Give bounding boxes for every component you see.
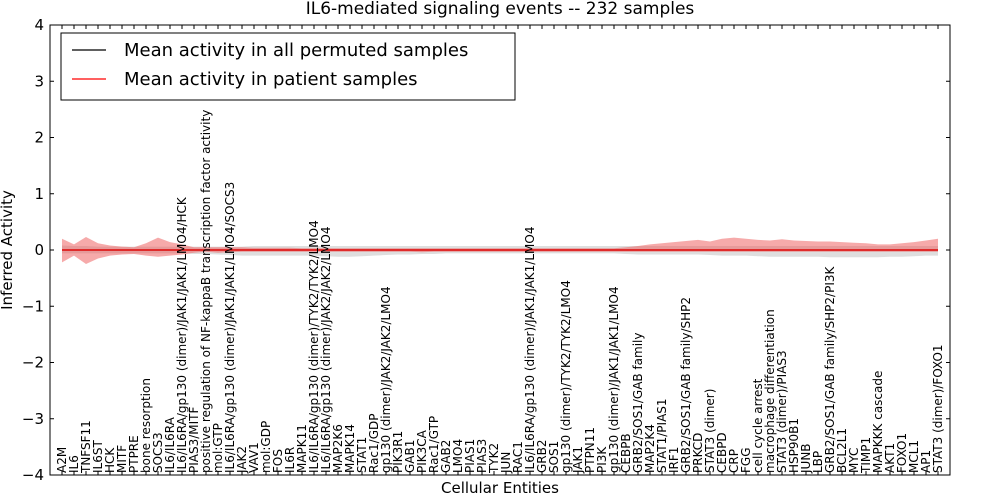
x-tick-label: mol:GTP [211,423,225,473]
x-tick-label: IRF1 [667,447,681,473]
x-tick-label: CRP [727,449,741,473]
x-tick-label: IL6R [283,447,297,473]
x-tick-label: IL6 [67,455,81,473]
x-tick-label: IL6/IL6RA [163,416,177,473]
y-tick-label: −4 [22,466,44,484]
x-tick-label: MAPKKK cascade [871,371,885,473]
x-tick-label: CEBPB [619,433,633,473]
x-tick-label: PTPRE [127,435,141,473]
x-tick-label: STAT3 (dimer)/FOXO1 [931,344,945,473]
legend: Mean activity in all permuted samples Mea… [60,32,516,101]
x-tick-label: JAK1 [571,446,585,474]
y-tick-label: −2 [22,354,44,372]
x-tick-label: Rac1/GTP [427,416,441,473]
x-axis-label: Cellular Entities [441,479,559,497]
x-tick-label: JAK2 [235,446,249,474]
x-tick-label: STAT3 (dimer)/PIAS3 [775,350,789,473]
plot-frame [49,24,951,476]
legend-label: Mean activity in all permuted samples [124,40,468,61]
x-tick-label: MAP2K4 [643,424,657,473]
x-tick-label: JUNB [799,443,813,474]
y-axis-label: Inferred Activity [0,190,16,310]
x-tick-label: PIAS1 [463,439,477,473]
y-tick-label: 2 [34,129,44,147]
x-tick-label: PIK3R1 [391,431,405,473]
y-tick-label: 0 [34,241,44,259]
x-tick-label: GRB2/SOS1/GAB family [631,333,645,474]
x-tick-label: SOCS3 [151,432,165,473]
x-tick-label: positive regulation of NF-kappaB transcr… [199,110,213,473]
x-tick-label: PIK3CA [415,429,429,473]
x-tick-label: PRKCD [691,433,705,473]
x-tick-label: LBP [811,451,825,473]
x-tick-label: bone resorption [139,378,153,473]
x-tick-label: GRB2 [535,439,549,473]
x-tick-label: gp130 (dimer)/JAK1/JAK1/LMO4 [607,286,621,473]
x-tick-label: PIAS3 [475,439,489,473]
x-tick-label: GRB2/SOS1/GAB family/SHP2 [679,297,693,473]
x-tick-label: Rac1/GDP [367,414,381,473]
x-tick-label: HSP90B1 [787,418,801,473]
x-tick-label: IL6/IL6RA/gp130 (dimer)/JAK1/JAK1/LMO4/S… [223,182,237,473]
y-tick-label: −3 [22,410,44,428]
x-tick-label: PI3K [595,446,609,473]
x-tick-label: mol:GDP [259,421,273,473]
x-tick-label: AKT1 [883,443,897,473]
x-tick-label: BCL2L1 [835,428,849,473]
x-tick-label: RAC1 [511,441,525,473]
x-tick-label: CEBPD [715,432,729,473]
x-tick-label: STAT1/PIAS1 [655,398,669,473]
x-tick-label: LMO4 [451,439,465,473]
x-tick-label: AP1 [919,450,933,473]
x-tick-label: STAT3 (dimer) [703,389,717,473]
x-tick-label: MITF [115,445,129,473]
x-tick-label: MAPK14 [343,424,357,473]
x-tick-label: TNFSF11 [79,420,93,474]
x-tick-label: VAV1 [247,442,261,473]
x-tick-label: IL6/IL6RA/gp130 (dimer)/JAK2/JAK2/LMO4 [319,227,333,473]
x-tick-label: FGG [739,448,753,474]
x-tick-label: macrophage differentiation [763,309,777,473]
x-tick-label: PIAS3/MITF [187,406,201,473]
x-tick-label: STAT1 [355,437,369,473]
x-tick-label: JUN [499,452,513,474]
x-tick-label: gp130 (dimer)/JAK2/JAK2/LMO4 [379,286,393,473]
x-tick-label: MAP2K6 [331,424,345,473]
x-tick-label: MYC [847,448,861,473]
x-tick-label: TIMP1 [859,437,873,474]
x-tick-label: IL6/IL6RA/gp130 (dimer)/JAK1/JAK1/LMO4 [523,227,537,473]
x-tick-label: SOS1 [547,441,561,473]
x-tick-label: MCL1 [907,440,921,473]
x-tick-label: FOS [271,449,285,473]
x-tick-label: cell cycle arrest [751,378,765,473]
x-tick-label: HCK [103,447,117,473]
y-tick-label: 4 [34,16,44,34]
x-tick-label: GRB2/SOS1/GAB family/SHP2/PI3K [823,265,837,473]
x-tick-label: gp130 (dimer)/TYK2/TYK2/LMO4 [559,280,573,473]
y-ticks-group: −4 −3 −2 −1 0 1 2 3 4 [22,16,950,484]
x-tick-label: PTPN11 [583,427,597,473]
x-tick-label: GAB1 [403,440,417,473]
legend-label: Mean activity in patient samples [124,69,418,90]
x-tick-label: A2M [55,447,69,473]
x-tick-label: FOXO1 [895,433,909,473]
x-tick-label: MAPK11 [295,424,309,473]
legend-box [60,32,516,101]
y-tick-label: 3 [34,72,44,90]
y-tick-label: 1 [34,185,44,203]
x-tick-label: IL6/IL6RA/gp130 (dimer)/JAK1/JAK1/LMO4/H… [175,196,189,473]
x-tick-label: TYK2 [487,443,501,474]
x-tick-label: IL6/IL6RA/gp130 (dimer)/TYK2/TYK2/LMO4 [307,220,321,473]
y-tick-label: −1 [22,297,44,315]
x-tick-label: IL6ST [91,440,105,473]
x-tick-label: GAB2 [439,440,453,473]
chart-title: IL6-mediated signaling events -- 232 sam… [306,0,695,19]
